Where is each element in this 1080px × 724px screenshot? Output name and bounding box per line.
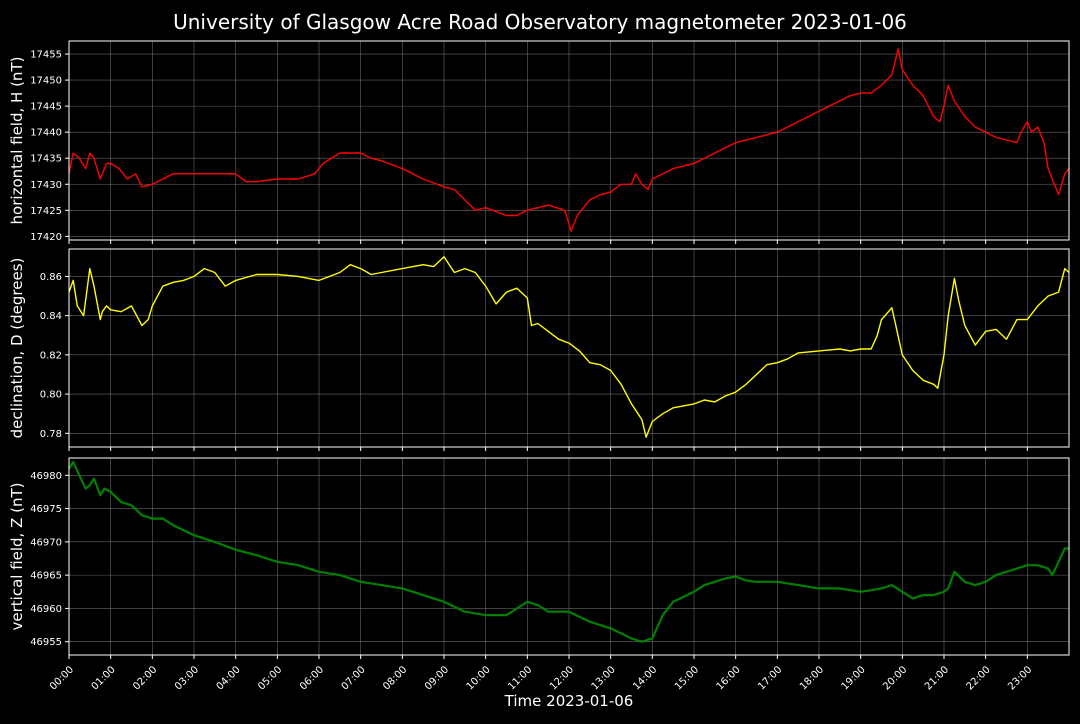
y-tick-label: 0.86 (40, 272, 62, 283)
series-line (68, 460, 1069, 643)
y-tick-label: 46980 (30, 471, 62, 482)
y-axis-label: horizontal field, H (nT) (8, 57, 26, 225)
axes-frame (68, 40, 1070, 241)
y-tick-label: 17450 (30, 76, 62, 87)
y-tick-label: 0.82 (40, 350, 62, 361)
axes-frame (68, 248, 1070, 448)
y-tick-label: 46975 (30, 504, 62, 515)
series-line (68, 256, 1070, 438)
y-tick-label: 46960 (30, 604, 62, 615)
y-axis-label: declination, D (degrees) (8, 258, 26, 439)
series-line (68, 48, 1070, 232)
y-tick-label: 17420 (30, 232, 62, 243)
y-tick-label: 17430 (30, 180, 62, 191)
y-tick-label: 17455 (30, 50, 62, 61)
y-tick-label: 46970 (30, 537, 62, 548)
y-tick-label: 17435 (30, 154, 62, 165)
y-tick-label: 46955 (30, 637, 62, 648)
chart-title: University of Glasgow Acre Road Observat… (173, 10, 907, 34)
y-tick-label: 0.84 (40, 311, 62, 322)
y-tick-label: 46965 (30, 571, 62, 582)
axes-frame (68, 457, 1070, 656)
panel-declination: 0.78 0.80 0.82 0.84 0.86 declination, D (degr… (8, 248, 1070, 451)
y-tick-label: 17425 (30, 206, 62, 217)
y-tick-label: 0.80 (40, 390, 62, 401)
y-axis-label: vertical field, Z (nT) (8, 482, 26, 630)
y-tick-label: 17440 (30, 128, 62, 139)
y-tick-label: 17445 (30, 102, 62, 113)
y-tick-label: 0.78 (40, 429, 62, 440)
panel-horizontal-field: 17420 17425 17430 17435 17440 17445 17450 17455… (8, 40, 1070, 244)
x-axis-label: Time 2023-01-06 (504, 692, 634, 710)
